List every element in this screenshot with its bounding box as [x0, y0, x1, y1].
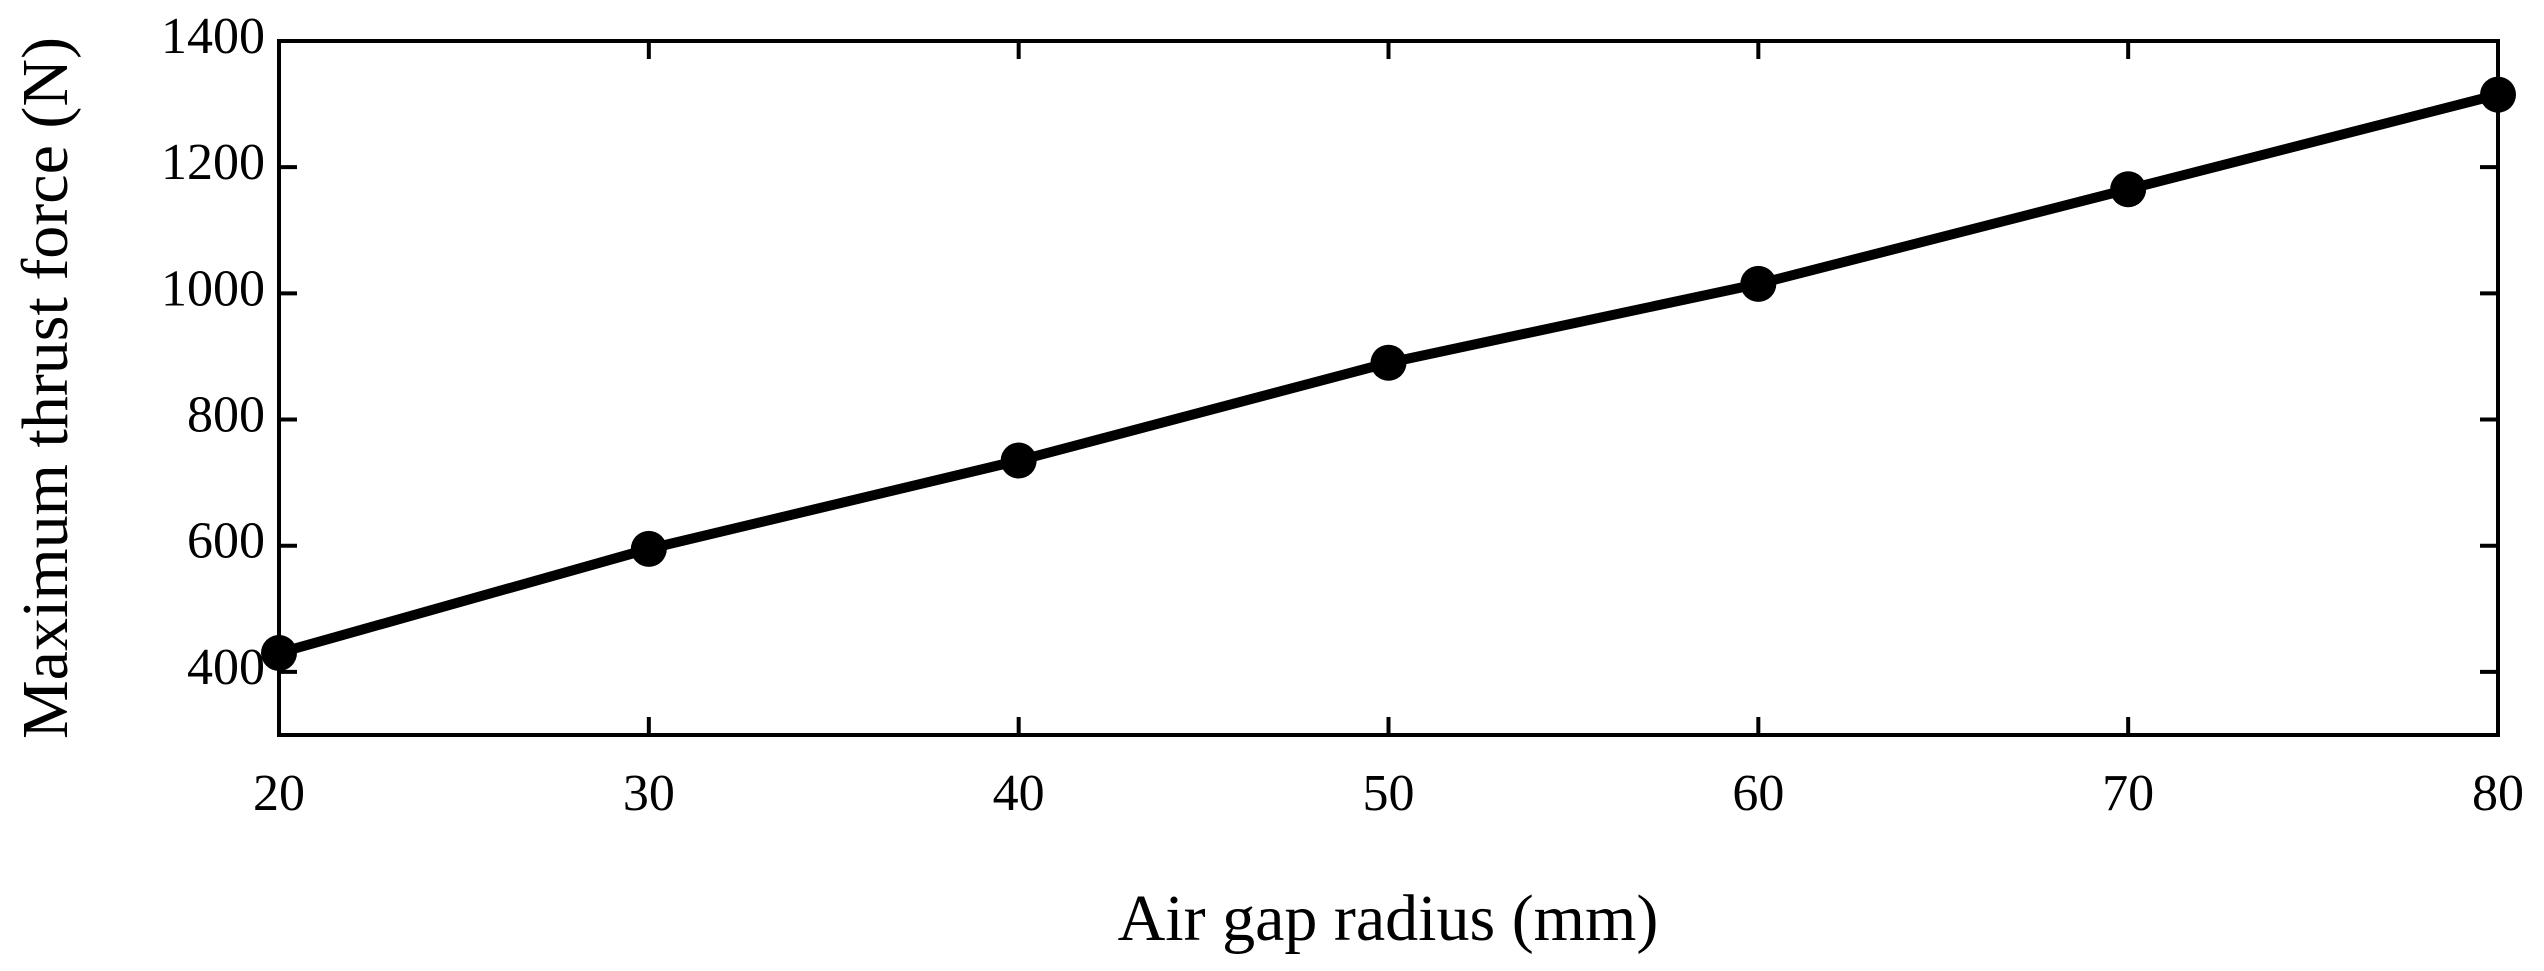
y-tick-label: 400 — [187, 639, 265, 696]
x-tick-label: 20 — [253, 765, 305, 822]
y-tick-label: 1200 — [161, 134, 265, 191]
data-point — [1370, 344, 1407, 381]
x-tick-label: 40 — [993, 765, 1045, 822]
x-tick-label: 30 — [623, 765, 675, 822]
data-point — [1740, 265, 1777, 302]
y-tick-label: 1000 — [161, 260, 265, 317]
x-tick-label: 80 — [2472, 765, 2524, 822]
y-tick-label: 600 — [187, 513, 265, 570]
y-tick-label: 1400 — [161, 8, 265, 65]
x-tick-label: 70 — [2102, 765, 2154, 822]
x-tick-label: 50 — [1363, 765, 1415, 822]
data-point — [1000, 442, 1037, 479]
data-point — [261, 634, 297, 671]
x-axis-title: Air gap radius (mm) — [1118, 882, 1659, 955]
x-tick-label: 60 — [1732, 765, 1784, 822]
data-point — [630, 530, 667, 567]
data-point — [2480, 76, 2516, 113]
y-axis-title: Maximum thrust force (N) — [9, 37, 82, 739]
y-tick-label: 800 — [187, 386, 265, 443]
plot-frame — [277, 39, 2500, 737]
data-point — [2110, 171, 2147, 208]
